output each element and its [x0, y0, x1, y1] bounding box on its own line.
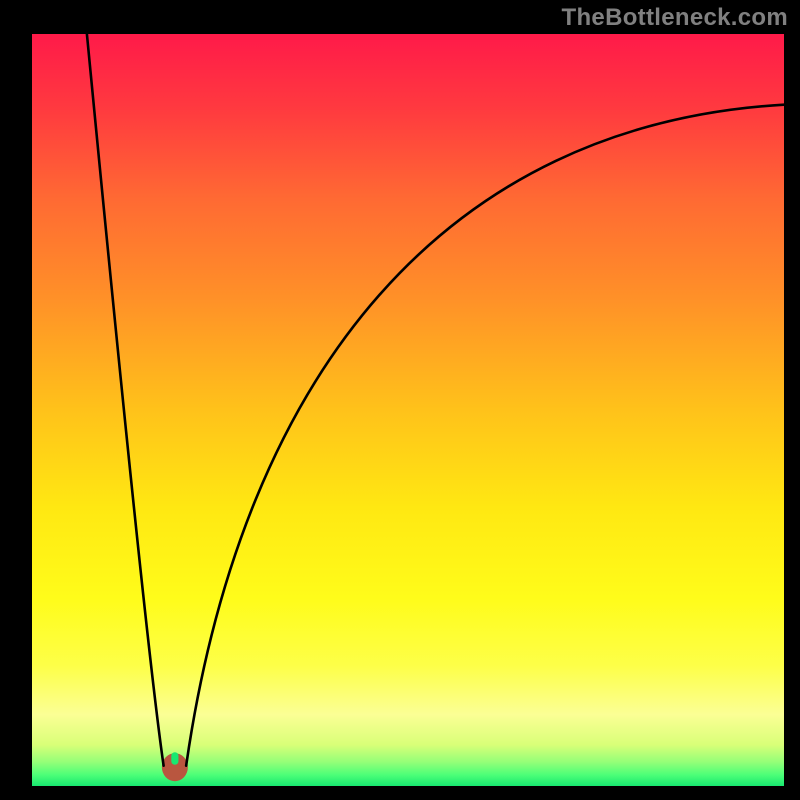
chart-frame: TheBottleneck.com	[0, 0, 800, 800]
curve-left-branch	[87, 34, 164, 766]
plot-svg	[32, 34, 784, 786]
curve-right-branch	[186, 105, 784, 766]
watermark-text: TheBottleneck.com	[562, 4, 788, 32]
valley-marker-notch	[171, 752, 178, 765]
plot-area	[32, 34, 784, 786]
